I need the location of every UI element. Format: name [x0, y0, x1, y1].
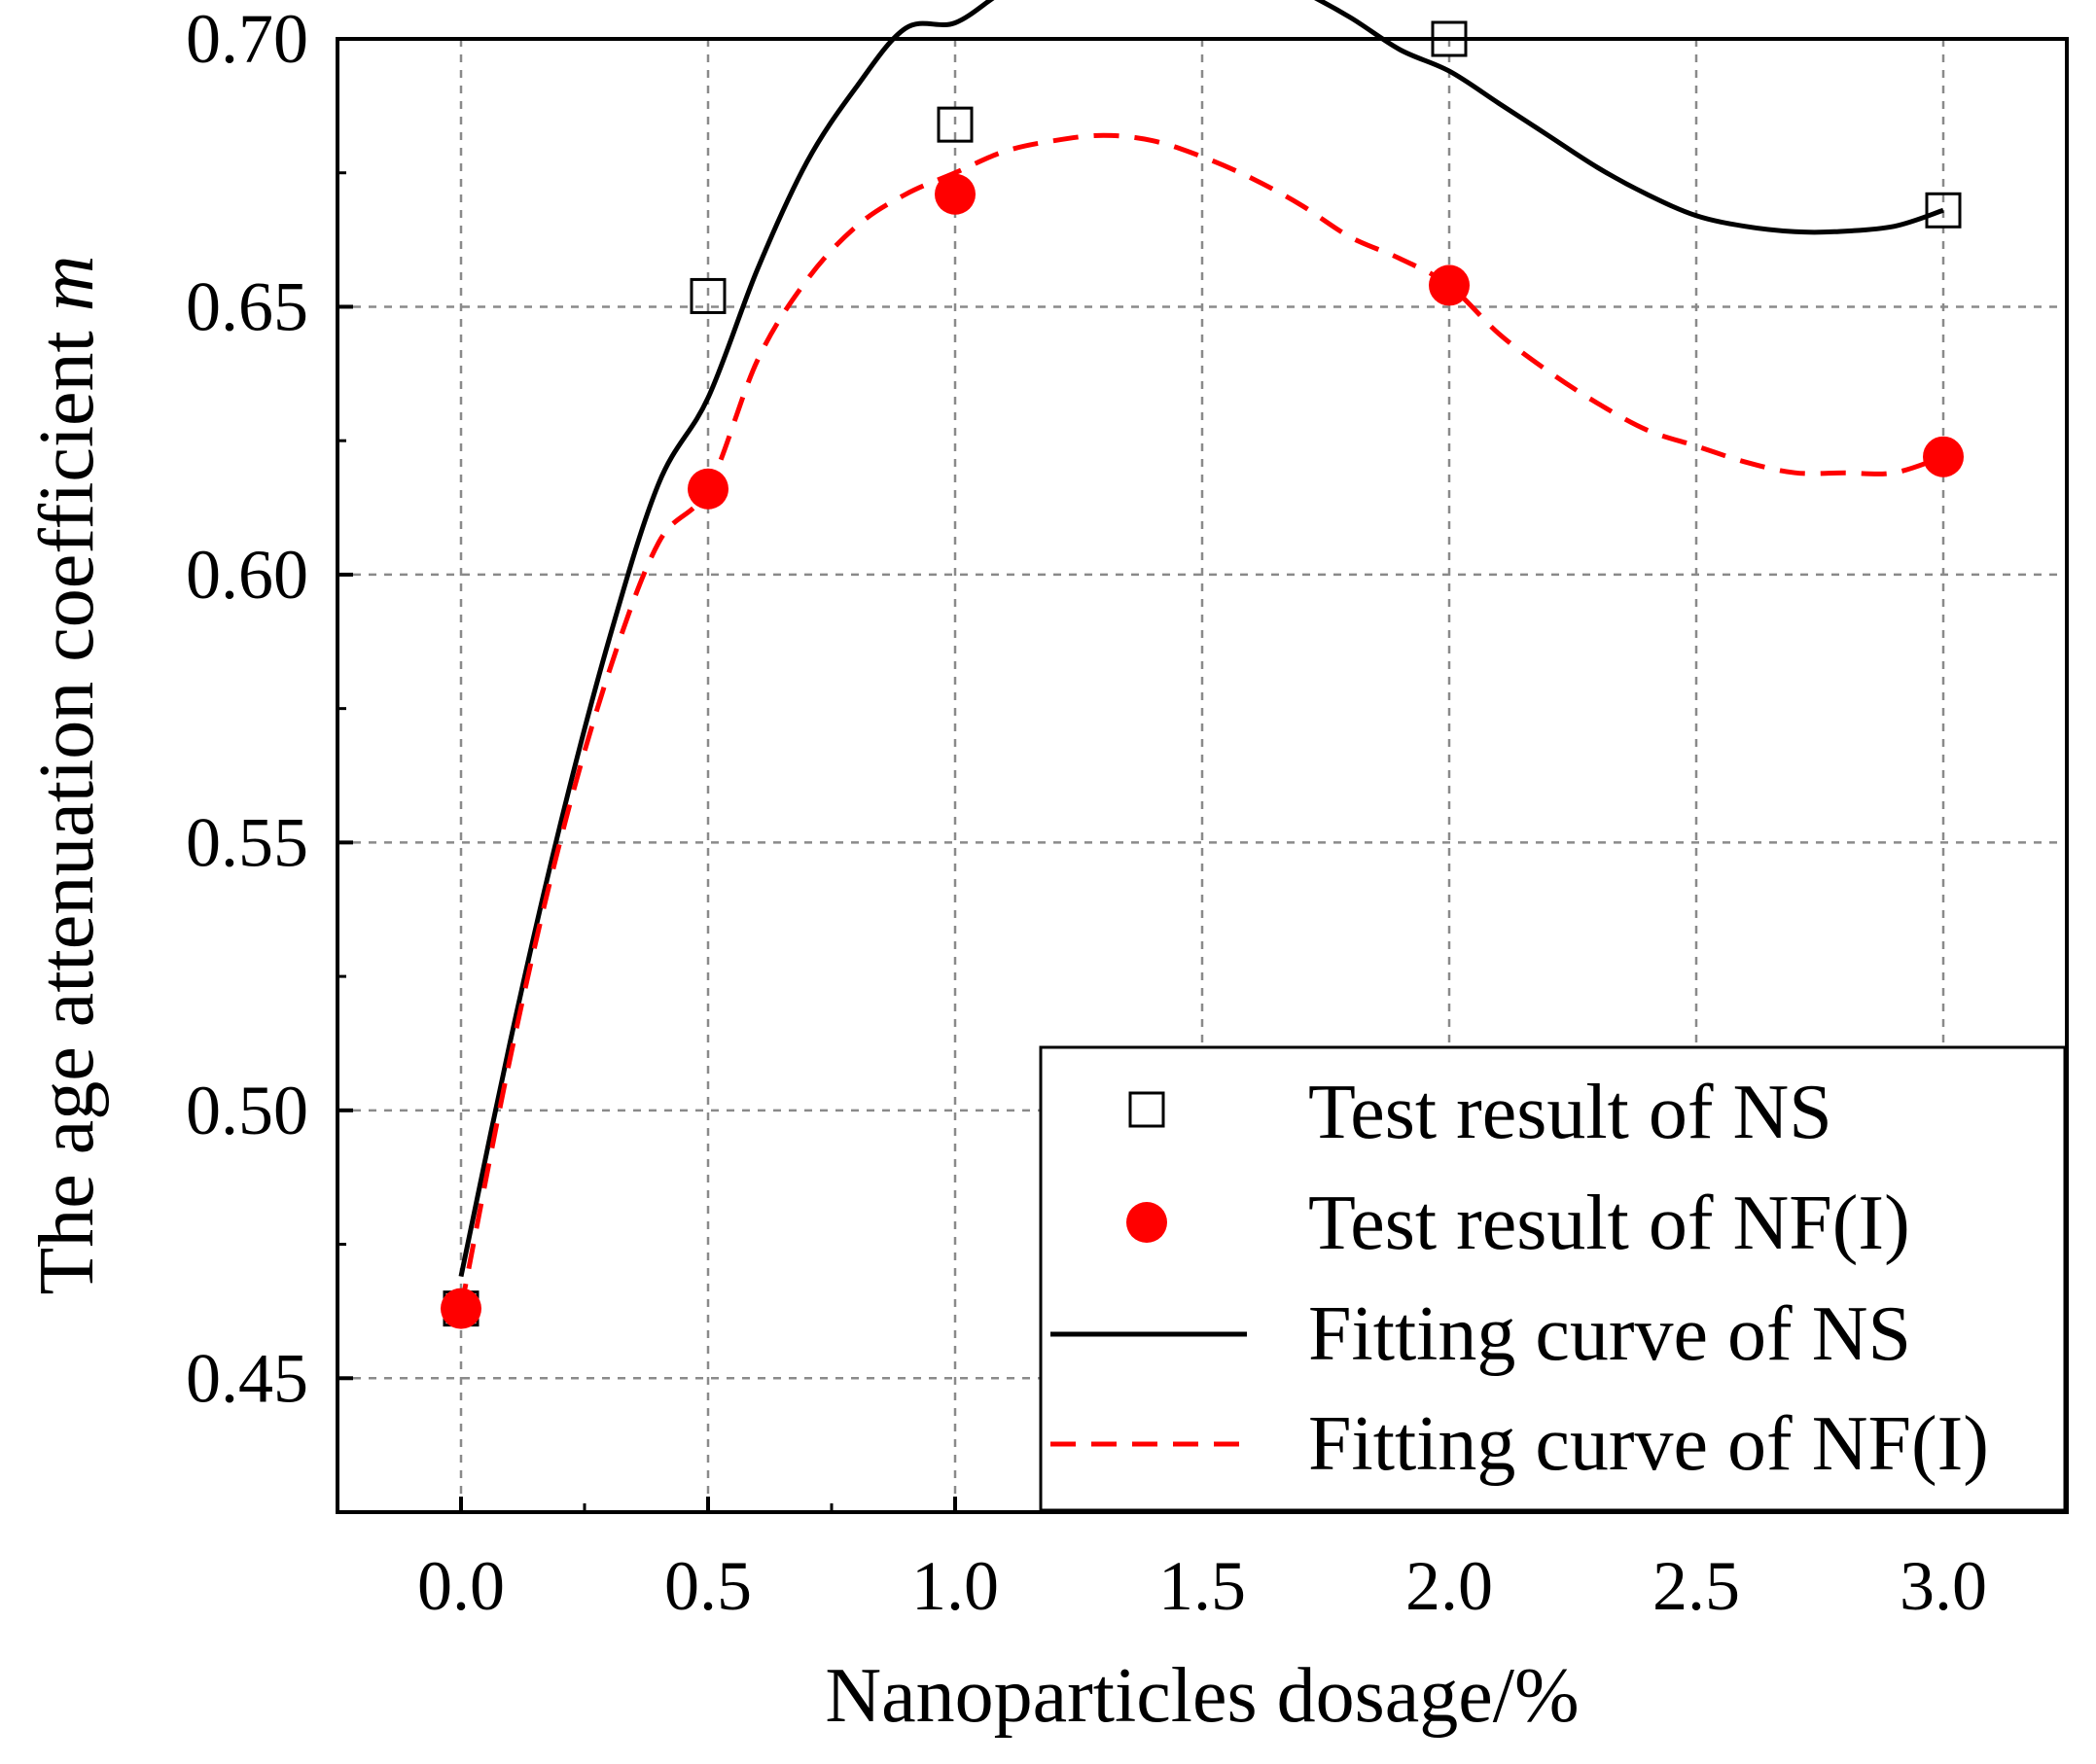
legend-marker-nf-test — [1126, 1202, 1167, 1243]
fit-curve-ns — [458, 0, 1944, 1278]
y-tick-label: 0.50 — [186, 1072, 308, 1149]
ns-test-point — [1925, 192, 1962, 229]
y-tick-label: 0.60 — [186, 536, 308, 614]
nf-test-point — [441, 1288, 481, 1329]
x-tick-label: 1.0 — [911, 1547, 999, 1625]
nf-test-point — [1923, 436, 1964, 477]
x-tick-label: 2.5 — [1652, 1547, 1740, 1625]
legend-label-ns-test: Test result of NS — [1308, 1070, 1832, 1155]
fit-curves — [458, 0, 1944, 1310]
x-tick-label: 0.5 — [664, 1547, 752, 1625]
legend: Test result of NS Test result of NF(I) F… — [1039, 1045, 2067, 1512]
ns-test-point — [937, 106, 974, 143]
ns-test-point — [690, 277, 727, 314]
legend-box — [1039, 1045, 2067, 1512]
data-points — [441, 20, 1964, 1329]
nf-test-point — [688, 468, 728, 510]
legend-marker-ns-test — [1128, 1091, 1165, 1128]
x-tick-label: 1.5 — [1158, 1547, 1246, 1625]
grid — [337, 37, 2067, 1512]
legend-label-nf-fit: Fitting curve of NF(I) — [1308, 1401, 1989, 1487]
legend-label-nf-test: Test result of NF(I) — [1308, 1181, 1910, 1266]
y-axis-title: The age attenuation coefficient m — [24, 255, 110, 1294]
nf-test-point — [1429, 265, 1470, 306]
x-tick-label: 3.0 — [1900, 1547, 1987, 1625]
legend-label-ns-fit: Fitting curve of NS — [1308, 1291, 1911, 1377]
x-tick-label: 0.0 — [417, 1547, 505, 1625]
x-tick-labels: 0.0 0.5 1.0 1.5 2.0 2.5 3.0 — [417, 1547, 1987, 1625]
y-tick-label: 0.65 — [186, 267, 308, 345]
y-tick-label: 0.55 — [186, 803, 308, 881]
x-axis-title: Nanoparticles dosage/% — [825, 1653, 1579, 1739]
fit-curve-nf — [458, 132, 1944, 1310]
x-tick-label: 2.0 — [1405, 1547, 1493, 1625]
y-tick-label: 0.70 — [186, 0, 308, 78]
nf-test-point — [935, 173, 976, 215]
y-tick-label: 0.45 — [186, 1339, 308, 1417]
y-tick-labels: 0.45 0.50 0.55 0.60 0.65 0.70 — [186, 0, 308, 1417]
